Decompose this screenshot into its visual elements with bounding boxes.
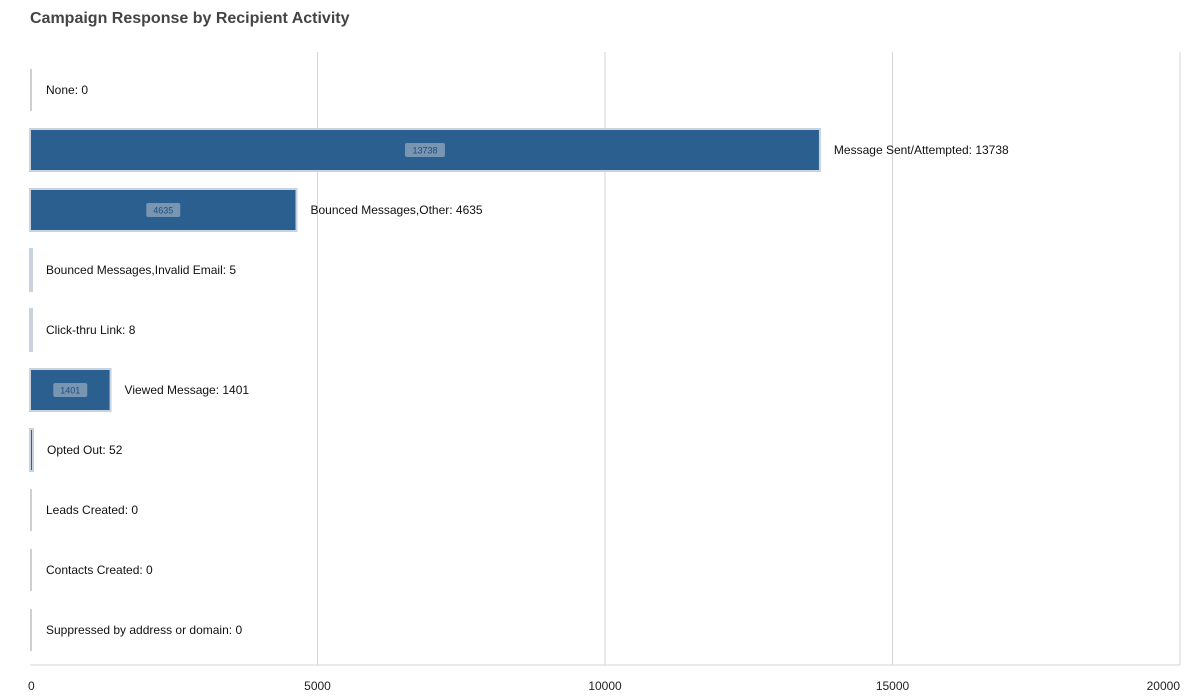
bar-category-label: Opted Out: 52 — [47, 443, 123, 457]
bar-category-label: Click-thru Link: 8 — [46, 323, 136, 337]
bar-category-label: None: 0 — [46, 83, 88, 97]
x-tick-label: 20000 — [1147, 679, 1181, 693]
inbar-value-label: 4635 — [153, 206, 173, 216]
bar — [29, 308, 33, 352]
bar — [30, 609, 32, 651]
bar-category-label: Bounced Messages,Invalid Email: 5 — [46, 263, 236, 277]
bar-category-label: Contacts Created: 0 — [46, 563, 153, 577]
x-tick-label: 0 — [28, 679, 35, 693]
inbar-badge — [404, 143, 445, 157]
bar-category-label: Viewed Message: 1401 — [125, 383, 250, 397]
inbar-value-label: 13738 — [412, 146, 437, 156]
inbar-value-label: 1401 — [60, 386, 80, 396]
bar — [30, 549, 32, 591]
bar-category-label: Suppressed by address or domain: 0 — [46, 623, 242, 637]
bar — [30, 69, 32, 111]
bar-labels: None: 0 Message Sent/Attempted: 13738 Boun… — [46, 83, 1009, 637]
bar-category-label: Bounced Messages,Other: 4635 — [311, 203, 483, 217]
x-tick-label: 15000 — [876, 679, 910, 693]
bar — [29, 248, 33, 292]
inbar-badge — [53, 383, 88, 397]
inbar-badge — [146, 203, 181, 217]
x-tick-label: 10000 — [588, 679, 622, 693]
x-axis: 0 5000 10000 15000 20000 — [28, 679, 1180, 693]
bar-category-label: Message Sent/Attempted: 13738 — [834, 143, 1009, 157]
chart-title: Campaign Response by Recipient Activity — [30, 10, 350, 27]
bar-category-label: Leads Created: 0 — [46, 503, 138, 517]
bar — [29, 428, 34, 472]
bars: 13738 4635 1401 — [29, 69, 821, 651]
bar — [30, 489, 32, 531]
grid-lines — [30, 52, 1181, 666]
x-tick-label: 5000 — [304, 679, 331, 693]
